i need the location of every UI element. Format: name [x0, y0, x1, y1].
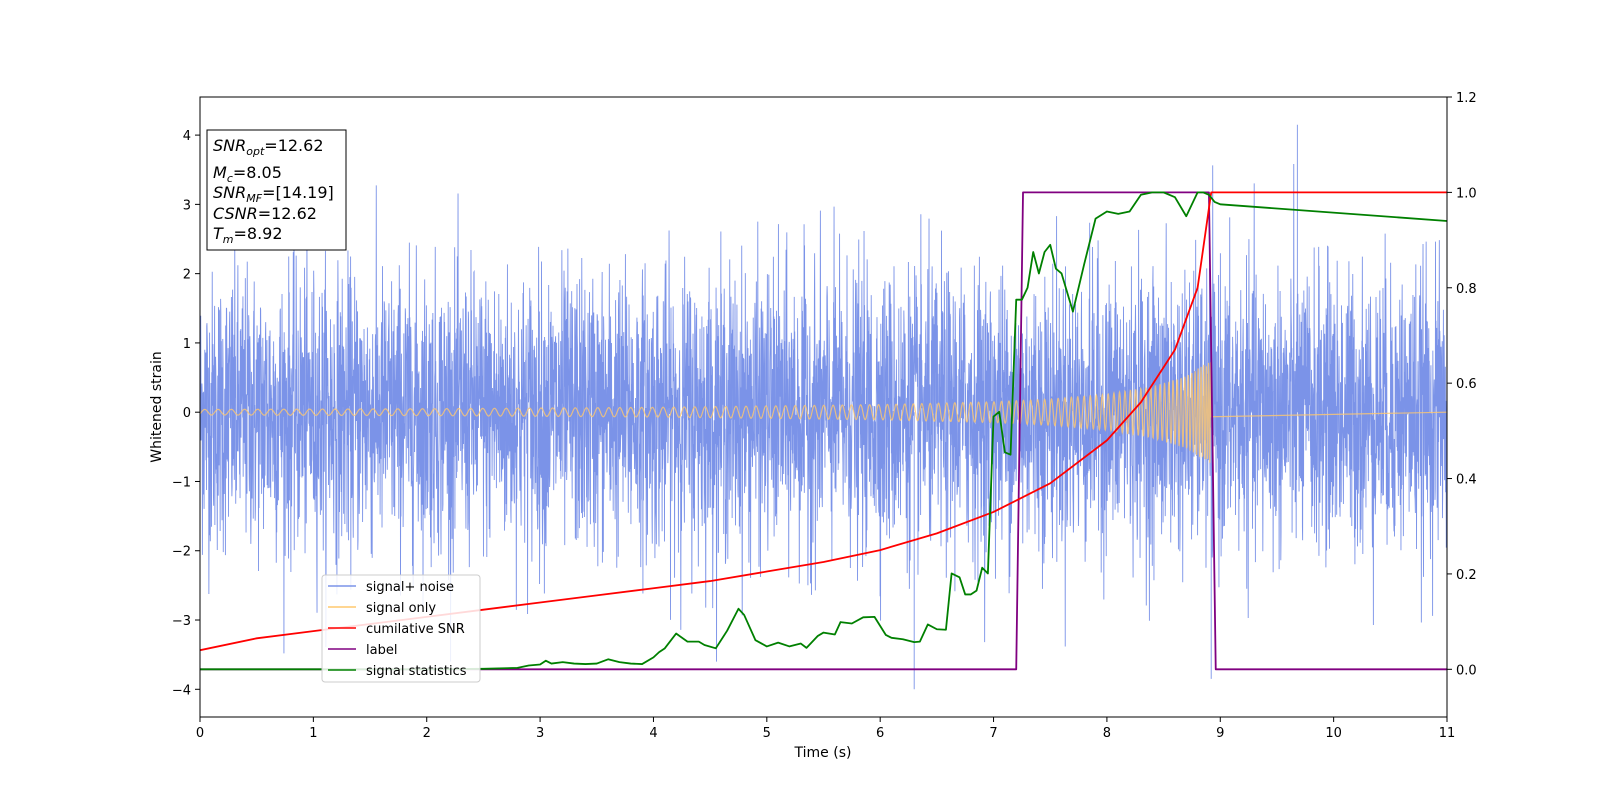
y-axis-right: 1.2 1.0 0.8 0.6 0.4 0.2 0.0	[1447, 91, 1477, 678]
info-box: SNRopt=12.62 Mc=8.05 SNRMF=[14.19] CSNR=…	[206, 129, 347, 251]
info-tm: Tm=8.92	[213, 224, 283, 246]
y-axis-label: Whitened strain	[149, 351, 165, 462]
series-label	[200, 191, 1447, 671]
info-csnr: CSNR=12.62	[213, 204, 317, 223]
info-box-frame	[206, 129, 347, 251]
y-right-tick-label: 0.2	[1456, 568, 1477, 583]
x-tick-label: 2	[423, 726, 431, 741]
legend-label-signal-noise: signal+ noise	[366, 580, 454, 595]
x-axis-label: Time (s)	[794, 745, 852, 761]
x-tick-label: 1	[309, 726, 317, 741]
series-signal-statistics	[200, 191, 1447, 671]
x-tick-label: 3	[536, 726, 544, 741]
y-right-tick-label: 1.0	[1456, 186, 1477, 201]
x-tick-label: 5	[763, 726, 771, 741]
x-tick-label: 4	[649, 726, 657, 741]
series-signal-noise	[200, 124, 1447, 690]
y-left-tick-label: 2	[183, 268, 191, 283]
legend-label-signal-statistics: signal statistics	[366, 664, 467, 679]
y-left-tick-label: 3	[183, 198, 191, 213]
plot-frame	[199, 96, 1448, 718]
info-mc: Mc=8.05	[213, 163, 282, 185]
legend-label-signal-only: signal only	[366, 601, 436, 616]
info-snr-opt: SNRopt=12.62	[213, 136, 324, 158]
y-right-tick-label: 0.6	[1456, 377, 1477, 392]
x-tick-label: 6	[876, 726, 884, 741]
y-right-tick-label: 1.2	[1456, 91, 1477, 106]
x-axis: 0 1 2 3 4 5 6 7 8 9 10 11	[196, 717, 1455, 741]
info-snr-mf: SNRMF=[14.19]	[213, 183, 334, 205]
y-right-tick-label: 0.4	[1456, 473, 1477, 488]
y-left-tick-label: −4	[172, 683, 191, 698]
legend-label-label: label	[366, 643, 397, 658]
x-tick-label: 0	[196, 726, 204, 741]
x-tick-label: 7	[989, 726, 997, 741]
x-tick-label: 8	[1103, 726, 1111, 741]
series-signal-only	[200, 362, 1447, 463]
y-left-tick-label: 4	[183, 129, 191, 144]
y-axis-left: 4 3 2 1 0 −1 −2 −3 −4	[172, 129, 200, 698]
x-tick-label: 10	[1325, 726, 1342, 741]
y-left-tick-label: 1	[183, 337, 191, 352]
y-right-tick-label: 0.0	[1456, 663, 1477, 678]
y-right-tick-label: 0.8	[1456, 282, 1477, 297]
x-tick-label: 9	[1216, 726, 1224, 741]
legend: signal+ noise signal only cumilative SNR…	[321, 574, 481, 683]
legend-frame	[321, 574, 481, 683]
legend-label-cumulative-snr: cumilative SNR	[366, 622, 465, 637]
y-left-tick-label: −2	[172, 545, 191, 560]
y-left-tick-label: −1	[172, 475, 191, 490]
y-left-tick-label: 0	[183, 406, 191, 421]
x-tick-label: 11	[1439, 726, 1456, 741]
y-left-tick-label: −3	[172, 614, 191, 629]
